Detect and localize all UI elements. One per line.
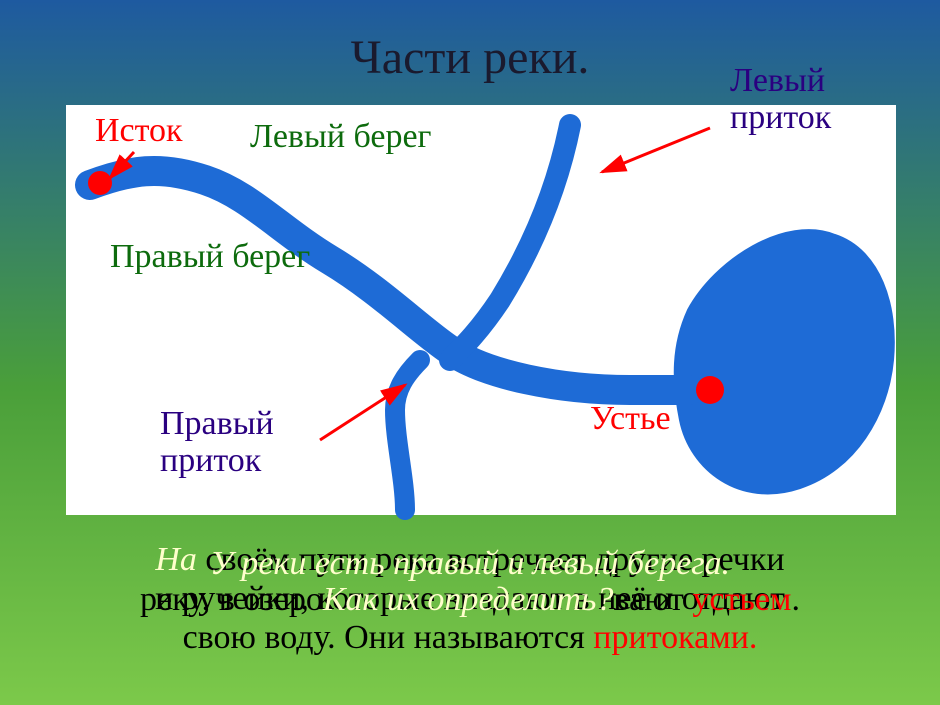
label-right_bank: Правый берег: [110, 238, 310, 275]
caption-layer-1: реку, в озероКак их определить?вают усть…: [0, 580, 940, 619]
label-right_trib: Правый приток: [160, 405, 274, 480]
label-istok: Исток: [95, 112, 183, 149]
bottom-caption: На своём пути река встречает другие речк…: [0, 540, 940, 700]
caption-layer-2: У реки есть правый и левый берега.: [0, 544, 940, 583]
slide-root: Части реки. ИстокЛевый берегПравый берег…: [0, 0, 940, 705]
label-left_bank: Левый берег: [250, 118, 432, 155]
label-mouth: Устье: [590, 400, 671, 437]
label-left_trib: Левый приток: [730, 62, 831, 137]
